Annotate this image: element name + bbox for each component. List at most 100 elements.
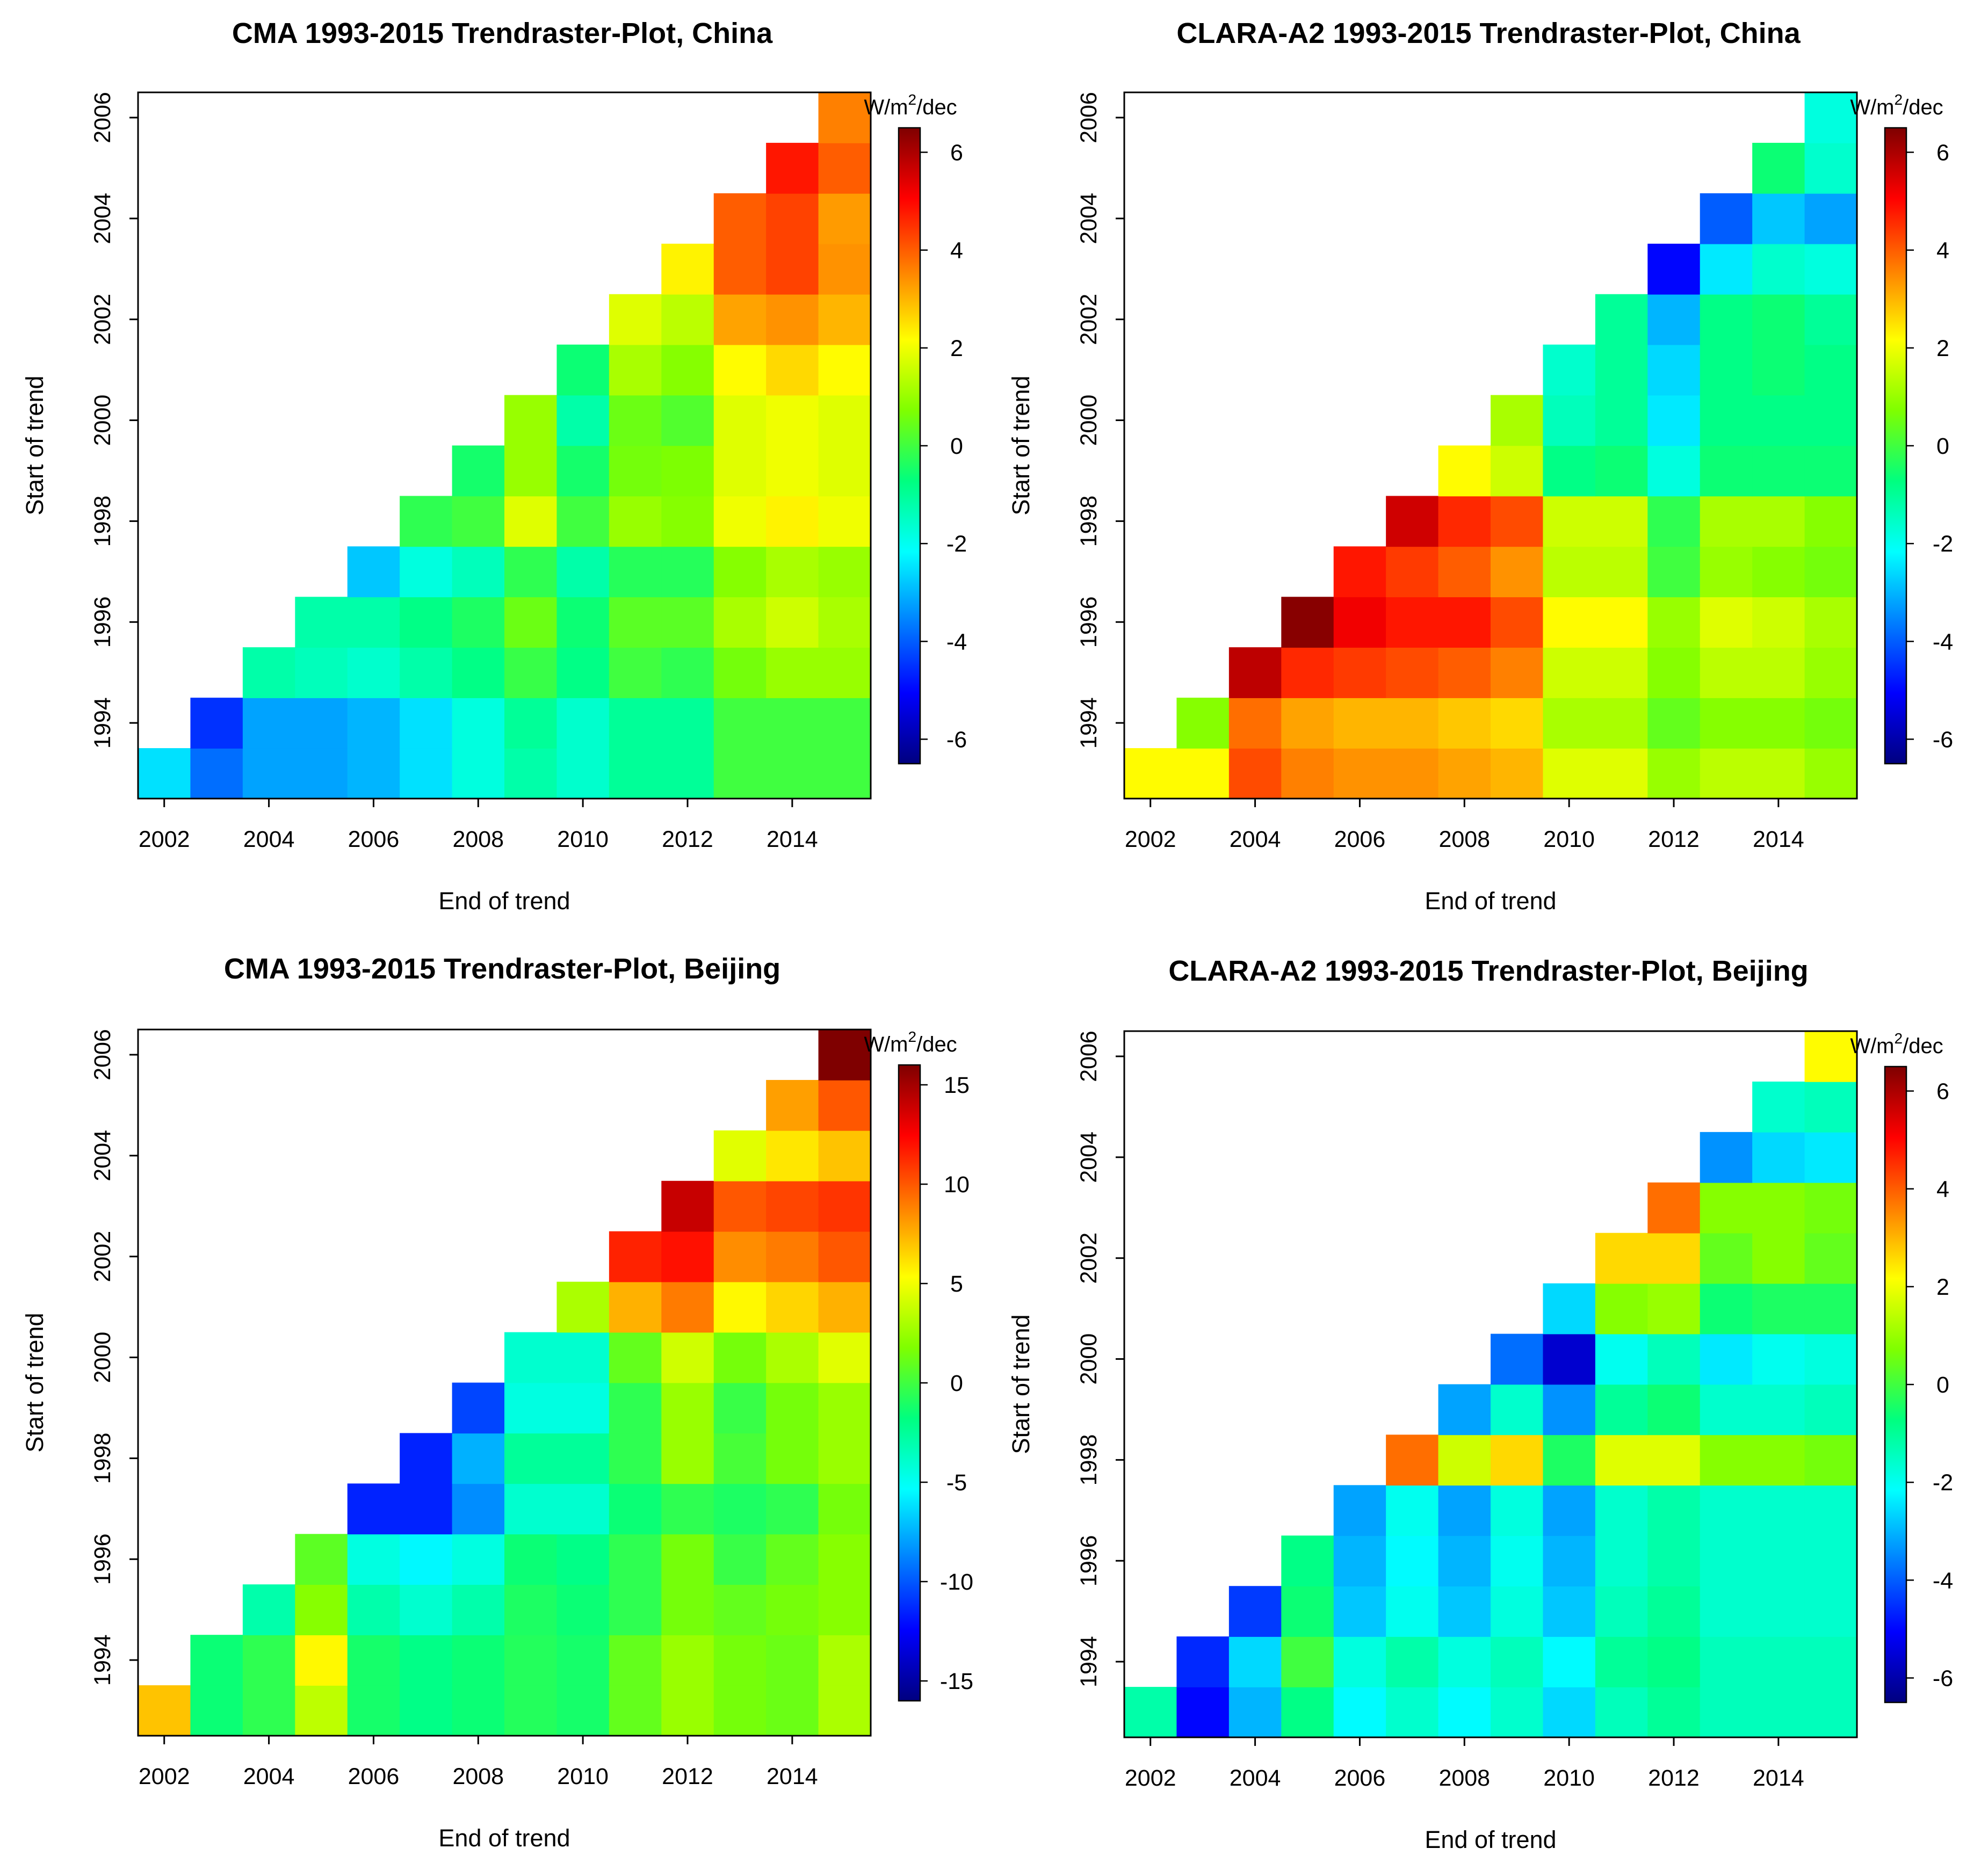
- heatmap-cell: [295, 1685, 348, 1736]
- heatmap-cell: [556, 1685, 610, 1736]
- heatmap-cell: [766, 445, 819, 497]
- heatmap-cell: [1595, 1485, 1649, 1536]
- heatmap-cell: [1543, 698, 1596, 749]
- heatmap-cell: [1386, 1687, 1439, 1738]
- heatmap-cell: [400, 748, 453, 799]
- heatmap-cell: [766, 142, 819, 194]
- heatmap-cell: [1752, 546, 1805, 598]
- heatmap-cell: [1752, 1485, 1805, 1536]
- heatmap-cell: [818, 1332, 871, 1383]
- heatmap-cell: [1491, 597, 1544, 648]
- heatmap-cell: [556, 1382, 610, 1434]
- heatmap-cell: [713, 1332, 767, 1383]
- heatmap-cell: [1647, 1182, 1701, 1234]
- heatmap-cell: [1386, 698, 1439, 749]
- heatmap-cell: [609, 1483, 662, 1535]
- heatmap-cell: [1647, 1283, 1701, 1335]
- x-tick-label: 2006: [1334, 1765, 1386, 1791]
- heatmap-cell: [1700, 1333, 1753, 1385]
- plot-frame: [1123, 1030, 1858, 1738]
- heatmap-cell: [661, 1584, 714, 1635]
- heatmap-cell: [1752, 1535, 1805, 1587]
- heatmap-cell: [609, 1231, 662, 1282]
- heatmap-cell: [1647, 1333, 1701, 1385]
- heatmap-cell: [661, 1382, 714, 1434]
- chart-title: CMA 1993-2015 Trendraster-Plot, Beijing: [224, 953, 780, 985]
- colorbar-unit-label: W/m2/dec: [864, 91, 957, 119]
- heatmap-cell: [609, 1534, 662, 1585]
- heatmap-cell: [661, 395, 714, 446]
- x-tick-label: 2010: [1543, 1765, 1595, 1791]
- heatmap-cell: [818, 1584, 871, 1635]
- heatmap-cell: [452, 1635, 505, 1686]
- heatmap-cell: [1386, 1434, 1439, 1486]
- heatmap-cell: [1700, 1586, 1753, 1637]
- colorbar-tick-label: -2: [1933, 531, 1953, 557]
- y-axis-label: Start of trend: [1007, 1314, 1035, 1454]
- heatmap-cell: [138, 748, 191, 799]
- y-tick-label: 2000: [1076, 395, 1102, 446]
- heatmap-cell: [1543, 496, 1596, 547]
- heatmap-cell: [242, 1635, 296, 1686]
- heatmap-cell: [504, 395, 558, 446]
- heatmap-cell: [1804, 193, 1857, 244]
- heatmap-cell: [504, 647, 558, 698]
- heatmap-cell: [1700, 647, 1753, 698]
- heatmap-cell: [1333, 1485, 1386, 1536]
- heatmap-cell: [766, 1433, 819, 1484]
- heatmap-cell: [1595, 1333, 1649, 1385]
- colorbar-tick-label: 4: [1936, 1177, 1949, 1202]
- heatmap-cell: [1333, 597, 1386, 648]
- heatmap-cell: [347, 748, 400, 799]
- heatmap-cell: [609, 1635, 662, 1686]
- chart-panel-4: CLARA-A2 1993-2015 Trendraster-Plot, Bei…: [1007, 955, 1953, 1853]
- heatmap-cell: [1700, 1233, 1753, 1284]
- heatmap-cell: [766, 1130, 819, 1181]
- heatmap-cell: [1491, 1636, 1544, 1687]
- heatmap-cell: [766, 1635, 819, 1686]
- heatmap-cell: [1595, 1434, 1649, 1486]
- heatmap-cell: [1804, 1434, 1857, 1486]
- heatmap-cell: [1752, 496, 1805, 547]
- heatmap-cell: [1804, 243, 1857, 295]
- heatmap-cell: [1647, 1535, 1701, 1587]
- heatmap-cell: [661, 496, 714, 547]
- heatmap-cell: [504, 1534, 558, 1585]
- heatmap-cell: [1804, 395, 1857, 446]
- heatmap-cell: [1647, 496, 1701, 547]
- heatmap-cell: [347, 546, 400, 598]
- heatmap-cell: [295, 1635, 348, 1686]
- heatmap-cell: [1804, 1233, 1857, 1284]
- heatmap-cell: [400, 1685, 453, 1736]
- heatmap-cell: [400, 597, 453, 648]
- heatmap-cell: [504, 1332, 558, 1383]
- heatmap-cell: [1752, 243, 1805, 295]
- y-axis-label: Start of trend: [21, 375, 48, 515]
- heatmap-cell: [766, 546, 819, 598]
- heatmap-cell: [713, 748, 767, 799]
- heatmap-cell: [661, 1281, 714, 1333]
- colorbar-tick-label: -4: [1933, 629, 1953, 655]
- heatmap-cell: [818, 395, 871, 446]
- heatmap-cell: [1228, 647, 1282, 698]
- heatmap-cell: [818, 92, 871, 143]
- heatmap-cell: [1491, 1687, 1544, 1738]
- x-axis-label: End of trend: [438, 1824, 570, 1852]
- heatmap-cell: [661, 698, 714, 749]
- heatmap-cell: [1752, 1182, 1805, 1234]
- y-axis-label: Start of trend: [1007, 375, 1035, 515]
- heatmap-cell: [661, 1433, 714, 1484]
- chart-panel-3: CMA 1993-2015 Trendraster-Plot, Beijing 2…: [21, 953, 973, 1852]
- heatmap-cell: [452, 1483, 505, 1535]
- heatmap-cell: [295, 748, 348, 799]
- heatmap-cell: [609, 546, 662, 598]
- heatmap-cell: [1333, 1636, 1386, 1687]
- heatmap-cell: [1491, 395, 1544, 446]
- heatmap-cell: [1228, 748, 1282, 799]
- heatmap-cell: [1281, 1636, 1334, 1687]
- x-tick-label: 2008: [452, 1764, 504, 1789]
- heatmap-cell: [556, 496, 610, 547]
- heatmap-cell: [556, 597, 610, 648]
- y-tick-label: 1994: [1076, 697, 1102, 749]
- heatmap-cell: [1647, 647, 1701, 698]
